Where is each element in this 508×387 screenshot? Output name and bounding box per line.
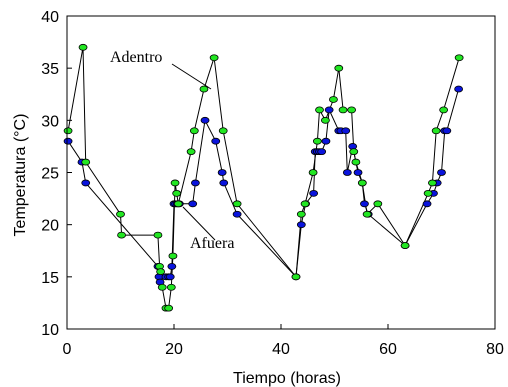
y-tick-label: 40	[41, 9, 59, 26]
data-point-adentro	[400, 242, 410, 249]
data-point-afuera	[454, 85, 464, 93]
data-point-adentro	[423, 189, 433, 197]
data-point-adentro	[349, 148, 359, 156]
data-point-adentro	[189, 127, 199, 135]
data-point-adentro	[186, 148, 196, 156]
y-tick-label: 20	[41, 218, 59, 235]
data-point-adentro	[321, 116, 330, 124]
data-point-adentro	[300, 200, 310, 208]
data-point-adentro	[172, 189, 182, 197]
annotation-adentro: Adentro	[110, 49, 162, 66]
data-point-afuera	[217, 169, 227, 176]
data-point-afuera	[317, 148, 327, 156]
y-tick-label: 35	[41, 61, 59, 78]
data-point-afuera	[341, 127, 351, 135]
y-tick-label: 30	[41, 113, 59, 130]
data-point-adentro	[329, 96, 338, 103]
data-point-afuera	[200, 116, 210, 124]
x-tick-label: 80	[486, 341, 504, 358]
data-point-adentro	[209, 54, 219, 62]
data-point-afuera	[422, 200, 432, 208]
annotation-leader-adentro	[171, 63, 212, 90]
series-line-adentro	[67, 47, 460, 309]
data-point-afuera	[211, 137, 221, 145]
data-point-adentro	[334, 64, 344, 72]
plot-area	[63, 43, 464, 312]
data-point-adentro	[291, 273, 301, 281]
data-point-adentro	[166, 283, 176, 291]
annotation-afuera: Afuera	[190, 235, 234, 252]
data-point-adentro	[232, 200, 242, 208]
data-point-afuera	[442, 127, 452, 135]
data-point-adentro	[454, 54, 464, 62]
data-point-afuera	[324, 106, 334, 114]
data-point-adentro	[168, 252, 178, 260]
series-line-afuera	[67, 88, 460, 284]
y-tick-label: 10	[41, 322, 59, 339]
data-point-adentro	[338, 106, 348, 114]
data-point-adentro	[156, 268, 166, 276]
data-point-adentro	[170, 179, 180, 187]
data-point-adentro	[308, 169, 318, 176]
y-tick-label: 15	[41, 270, 59, 287]
data-point-afuera	[296, 221, 306, 229]
data-point-afuera	[167, 262, 177, 270]
data-point-adentro	[428, 179, 437, 187]
data-point-afuera	[437, 169, 446, 176]
data-point-afuera	[321, 137, 331, 145]
data-point-adentro	[117, 231, 126, 239]
annotation-leader-afuera	[182, 206, 216, 241]
data-point-adentro	[362, 210, 372, 218]
data-point-adentro	[439, 106, 449, 114]
data-point-adentro	[357, 179, 367, 187]
data-point-adentro	[63, 127, 73, 135]
data-point-afuera	[63, 137, 73, 145]
x-tick-label: 60	[379, 341, 397, 358]
data-point-afuera	[188, 200, 198, 208]
data-point-adentro	[164, 304, 174, 312]
data-point-afuera	[165, 273, 175, 281]
data-point-afuera	[219, 179, 229, 187]
data-point-adentro	[153, 231, 163, 239]
x-tick-label: 0	[63, 341, 72, 358]
y-axis-title: Temperatura (°C)	[12, 114, 29, 237]
data-point-adentro	[218, 127, 228, 135]
y-tick-label: 25	[41, 166, 59, 183]
annotations: Adentro Afuera	[110, 49, 234, 252]
data-point-afuera	[81, 179, 91, 187]
data-point-adentro	[78, 43, 88, 51]
data-point-adentro	[431, 127, 441, 135]
data-point-adentro	[351, 158, 361, 166]
data-point-adentro	[173, 200, 183, 208]
data-point-afuera	[342, 169, 352, 176]
data-point-adentro	[347, 106, 357, 114]
data-point-adentro	[199, 85, 209, 93]
data-point-afuera	[232, 210, 242, 218]
data-point-adentro	[315, 106, 324, 114]
data-point-afuera	[190, 179, 200, 187]
x-tick-label: 40	[272, 341, 290, 358]
x-tick-label: 20	[165, 341, 183, 358]
data-point-adentro	[296, 210, 306, 218]
data-point-adentro	[116, 210, 125, 218]
data-point-adentro	[312, 137, 322, 145]
axes: 0 20 40 60 80 10 15 20 25 30 35 40	[41, 9, 504, 358]
data-point-afuera	[353, 169, 363, 176]
data-point-afuera	[360, 200, 369, 208]
data-point-adentro	[373, 200, 383, 208]
data-point-adentro	[157, 283, 167, 291]
data-point-adentro	[81, 158, 91, 166]
data-point-afuera	[309, 189, 319, 197]
x-axis-title: Tiempo (horas)	[233, 370, 341, 387]
